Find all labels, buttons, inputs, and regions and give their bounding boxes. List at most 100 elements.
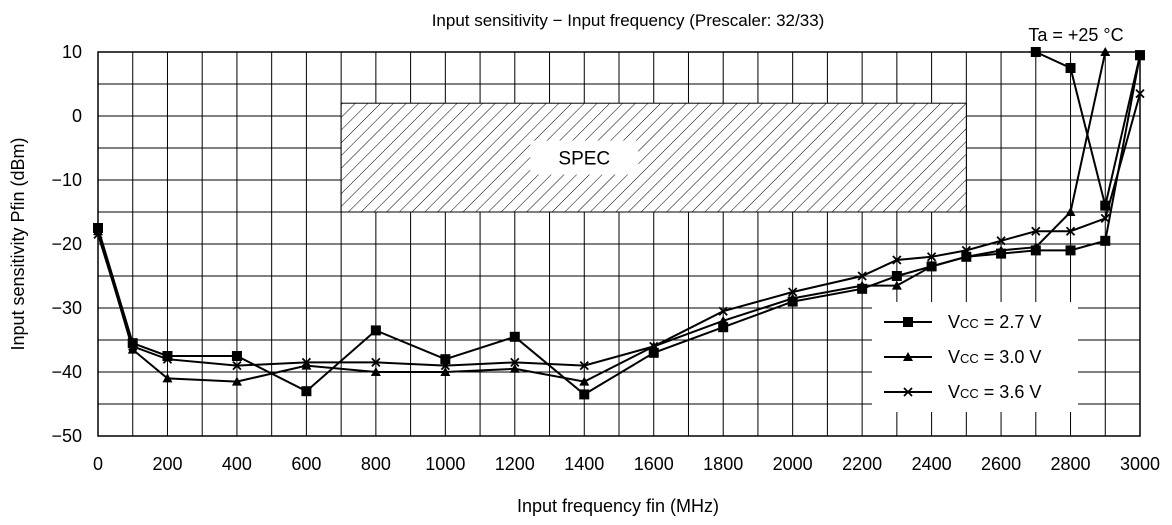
- data-point-square: [1065, 245, 1076, 256]
- data-point-x: [903, 387, 913, 397]
- data-point-x: [892, 255, 902, 265]
- data-point-x: [788, 287, 798, 297]
- data-point-x: [1065, 226, 1076, 236]
- data-point-square: [1100, 235, 1111, 246]
- data-point-triangle: [370, 367, 381, 376]
- data-point-square: [440, 354, 451, 365]
- data-point-x: [371, 357, 381, 368]
- data-point-square: [301, 386, 312, 397]
- x-tick-label: 600: [291, 454, 321, 474]
- x-axis-label: Input frequency fin (MHz): [517, 496, 719, 516]
- legend-item: VCC = 3.6 V: [884, 382, 1041, 402]
- data-point-square: [162, 351, 173, 361]
- data-point-triangle: [718, 315, 729, 325]
- data-point-square: [370, 325, 381, 336]
- data-point-triangle: [301, 360, 312, 370]
- data-point-square: [579, 389, 590, 400]
- data-point-square: [903, 317, 913, 327]
- spec-region-hatch: [340, 102, 967, 213]
- y-tick-label: −30: [51, 298, 82, 318]
- y-axis-label: Input sensitivity Pfin (dBm): [8, 137, 28, 350]
- data-point-x: [162, 354, 173, 364]
- x-tick-label: 2400: [912, 454, 952, 474]
- data-point-x: [1031, 226, 1041, 236]
- spec-region: SPEC: [340, 102, 967, 213]
- y-tick-label: 0: [72, 106, 82, 126]
- data-point-x: [440, 360, 450, 371]
- data-point-x: [1135, 88, 1145, 99]
- data-point-x: [510, 357, 520, 368]
- legend-item: VCC = 3.0 V: [884, 347, 1041, 367]
- legend-label: VCC = 2.7 V: [948, 312, 1041, 332]
- y-tick-label: −10: [51, 170, 82, 190]
- data-point-triangle: [996, 245, 1007, 255]
- data-point-x: [961, 245, 971, 256]
- data-point-square: [1135, 50, 1145, 61]
- y-tick-label: 10: [62, 42, 82, 62]
- series-4: [1030, 47, 1145, 211]
- x-tick-label: 1400: [564, 454, 604, 474]
- data-point-square: [648, 347, 659, 358]
- data-point-triangle: [903, 352, 913, 361]
- chart-title: Input sensitivity − Input frequency (Pre…: [432, 11, 825, 30]
- data-point-square: [1100, 200, 1111, 211]
- legend: VCC = 2.7 V VCC = 3.0 V VCC = 3.6 V: [872, 302, 1078, 412]
- x-tick-label: 3000: [1120, 454, 1160, 474]
- data-point-x: [857, 271, 867, 281]
- data-point-x: [996, 236, 1006, 246]
- data-point-triangle: [509, 363, 520, 373]
- plot-border: [97, 51, 1141, 437]
- data-point-triangle: [787, 293, 798, 303]
- series-3: [93, 88, 1145, 371]
- data-point-triangle: [926, 261, 937, 271]
- data-point-square: [1030, 47, 1041, 57]
- data-point-x: [93, 229, 103, 240]
- legend-item: VCC = 2.7 V: [884, 312, 1041, 332]
- data-point-x: [1100, 213, 1110, 224]
- data-point-x: [128, 341, 138, 352]
- data-point-triangle: [127, 344, 138, 354]
- series-layer: [93, 47, 1145, 400]
- data-point-triangle: [857, 280, 868, 290]
- data-point-triangle: [891, 280, 902, 290]
- x-tick-label: 400: [222, 454, 252, 474]
- data-point-x: [579, 360, 589, 371]
- x-tick-label: 2800: [1051, 454, 1091, 474]
- plot-frame: [97, 51, 1141, 437]
- data-point-x: [301, 357, 312, 368]
- data-point-triangle: [1030, 242, 1041, 252]
- legend-label: VCC = 3.0 V: [948, 347, 1041, 367]
- x-tick-label: 2000: [773, 454, 813, 474]
- x-tick-label: 1000: [425, 454, 465, 474]
- spec-label: SPEC: [558, 149, 610, 170]
- data-point-x: [649, 341, 659, 352]
- data-point-x: [718, 306, 728, 316]
- x-tick-labels: 0 200 400 600 800 1000 1200 1400 1600 1800 2000 220…: [93, 454, 1160, 474]
- series-line: [1035, 51, 1141, 206]
- data-point-triangle: [1100, 47, 1111, 56]
- data-point-square: [718, 322, 729, 333]
- data-point-triangle: [1065, 207, 1076, 216]
- data-point-triangle: [162, 373, 173, 383]
- data-point-triangle: [961, 251, 972, 261]
- temperature-annotation: Ta = +25 °C: [1028, 25, 1123, 45]
- x-tick-label: 1200: [495, 454, 535, 474]
- data-point-x: [926, 252, 937, 262]
- data-point-square: [891, 271, 902, 281]
- y-tick-labels: 10 0 −10 −20 −30 −40 −50: [51, 42, 82, 446]
- y-tick-label: −50: [51, 426, 82, 446]
- x-tick-label: 200: [152, 454, 182, 474]
- x-tick-label: 1600: [634, 454, 674, 474]
- y-tick-label: −20: [51, 234, 82, 254]
- y-tick-label: −40: [51, 362, 82, 382]
- data-point-x: [232, 360, 242, 371]
- legend-label: VCC = 3.6 V: [948, 382, 1041, 402]
- x-tick-label: 800: [361, 454, 391, 474]
- data-point-triangle: [579, 376, 590, 386]
- data-point-square: [1065, 63, 1076, 73]
- x-tick-label: 0: [93, 454, 103, 474]
- spec-label-box: [530, 140, 639, 175]
- x-tick-label: 2600: [981, 454, 1021, 474]
- x-tick-label: 1800: [703, 454, 743, 474]
